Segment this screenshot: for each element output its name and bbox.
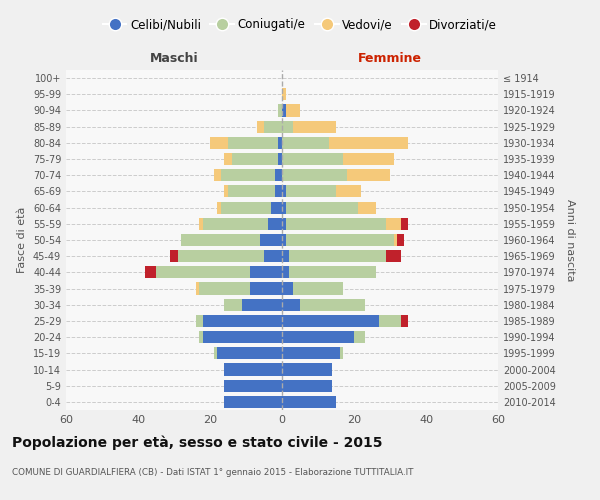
Bar [347, 169, 390, 181]
Bar [214, 348, 217, 360]
Bar [196, 315, 203, 327]
Bar [203, 315, 282, 327]
Bar [224, 153, 232, 165]
Bar [268, 218, 282, 230]
Bar [278, 137, 282, 149]
Bar [282, 104, 286, 117]
Bar [242, 298, 282, 311]
Bar [264, 120, 282, 132]
Text: Maschi: Maschi [149, 52, 199, 65]
Y-axis label: Fasce di età: Fasce di età [17, 207, 27, 273]
Bar [282, 364, 332, 376]
Bar [394, 234, 397, 246]
Bar [300, 298, 365, 311]
Text: COMUNE DI GUARDIALFIERA (CB) - Dati ISTAT 1° gennaio 2015 - Elaborazione TUTTITA: COMUNE DI GUARDIALFIERA (CB) - Dati ISTA… [12, 468, 413, 477]
Bar [217, 348, 282, 360]
Bar [282, 396, 336, 408]
Bar [145, 266, 156, 278]
Bar [286, 234, 394, 246]
Bar [282, 153, 343, 165]
Bar [386, 250, 401, 262]
Bar [199, 218, 203, 230]
Bar [228, 186, 275, 198]
Bar [286, 104, 300, 117]
Bar [397, 234, 404, 246]
Bar [282, 218, 286, 230]
Bar [196, 282, 199, 294]
Bar [170, 250, 178, 262]
Bar [340, 348, 343, 360]
Bar [203, 218, 268, 230]
Bar [224, 396, 282, 408]
Bar [293, 282, 343, 294]
Bar [289, 250, 386, 262]
Bar [286, 218, 386, 230]
Bar [224, 298, 242, 311]
Bar [264, 250, 282, 262]
Bar [224, 380, 282, 392]
Bar [221, 169, 275, 181]
Bar [278, 104, 282, 117]
Bar [336, 186, 361, 198]
Bar [343, 153, 394, 165]
Bar [282, 348, 340, 360]
Bar [282, 88, 286, 101]
Bar [286, 186, 336, 198]
Bar [286, 202, 358, 213]
Bar [203, 331, 282, 343]
Bar [250, 266, 282, 278]
Bar [228, 137, 278, 149]
Bar [214, 169, 221, 181]
Bar [210, 137, 228, 149]
Bar [282, 234, 286, 246]
Text: Popolazione per età, sesso e stato civile - 2015: Popolazione per età, sesso e stato civil… [12, 435, 383, 450]
Y-axis label: Anni di nascita: Anni di nascita [565, 198, 575, 281]
Bar [282, 380, 332, 392]
Bar [282, 315, 379, 327]
Bar [282, 137, 329, 149]
Text: Femmine: Femmine [358, 52, 422, 65]
Bar [250, 282, 282, 294]
Bar [289, 266, 376, 278]
Bar [354, 331, 365, 343]
Bar [282, 120, 293, 132]
Bar [232, 153, 278, 165]
Bar [282, 250, 289, 262]
Bar [329, 137, 408, 149]
Bar [221, 202, 271, 213]
Bar [224, 364, 282, 376]
Bar [358, 202, 376, 213]
Bar [181, 234, 260, 246]
Bar [199, 331, 203, 343]
Bar [271, 202, 282, 213]
Bar [278, 153, 282, 165]
Bar [282, 186, 286, 198]
Bar [293, 120, 336, 132]
Bar [379, 315, 401, 327]
Bar [217, 202, 221, 213]
Legend: Celibi/Nubili, Coniugati/e, Vedovi/e, Divorziati/e: Celibi/Nubili, Coniugati/e, Vedovi/e, Di… [98, 14, 502, 36]
Bar [282, 202, 286, 213]
Bar [275, 169, 282, 181]
Bar [282, 298, 300, 311]
Bar [282, 331, 354, 343]
Bar [275, 186, 282, 198]
Bar [199, 282, 250, 294]
Bar [282, 266, 289, 278]
Bar [386, 218, 401, 230]
Bar [401, 315, 408, 327]
Bar [178, 250, 264, 262]
Bar [224, 186, 228, 198]
Bar [257, 120, 264, 132]
Bar [282, 282, 293, 294]
Bar [156, 266, 250, 278]
Bar [401, 218, 408, 230]
Bar [282, 169, 347, 181]
Bar [260, 234, 282, 246]
